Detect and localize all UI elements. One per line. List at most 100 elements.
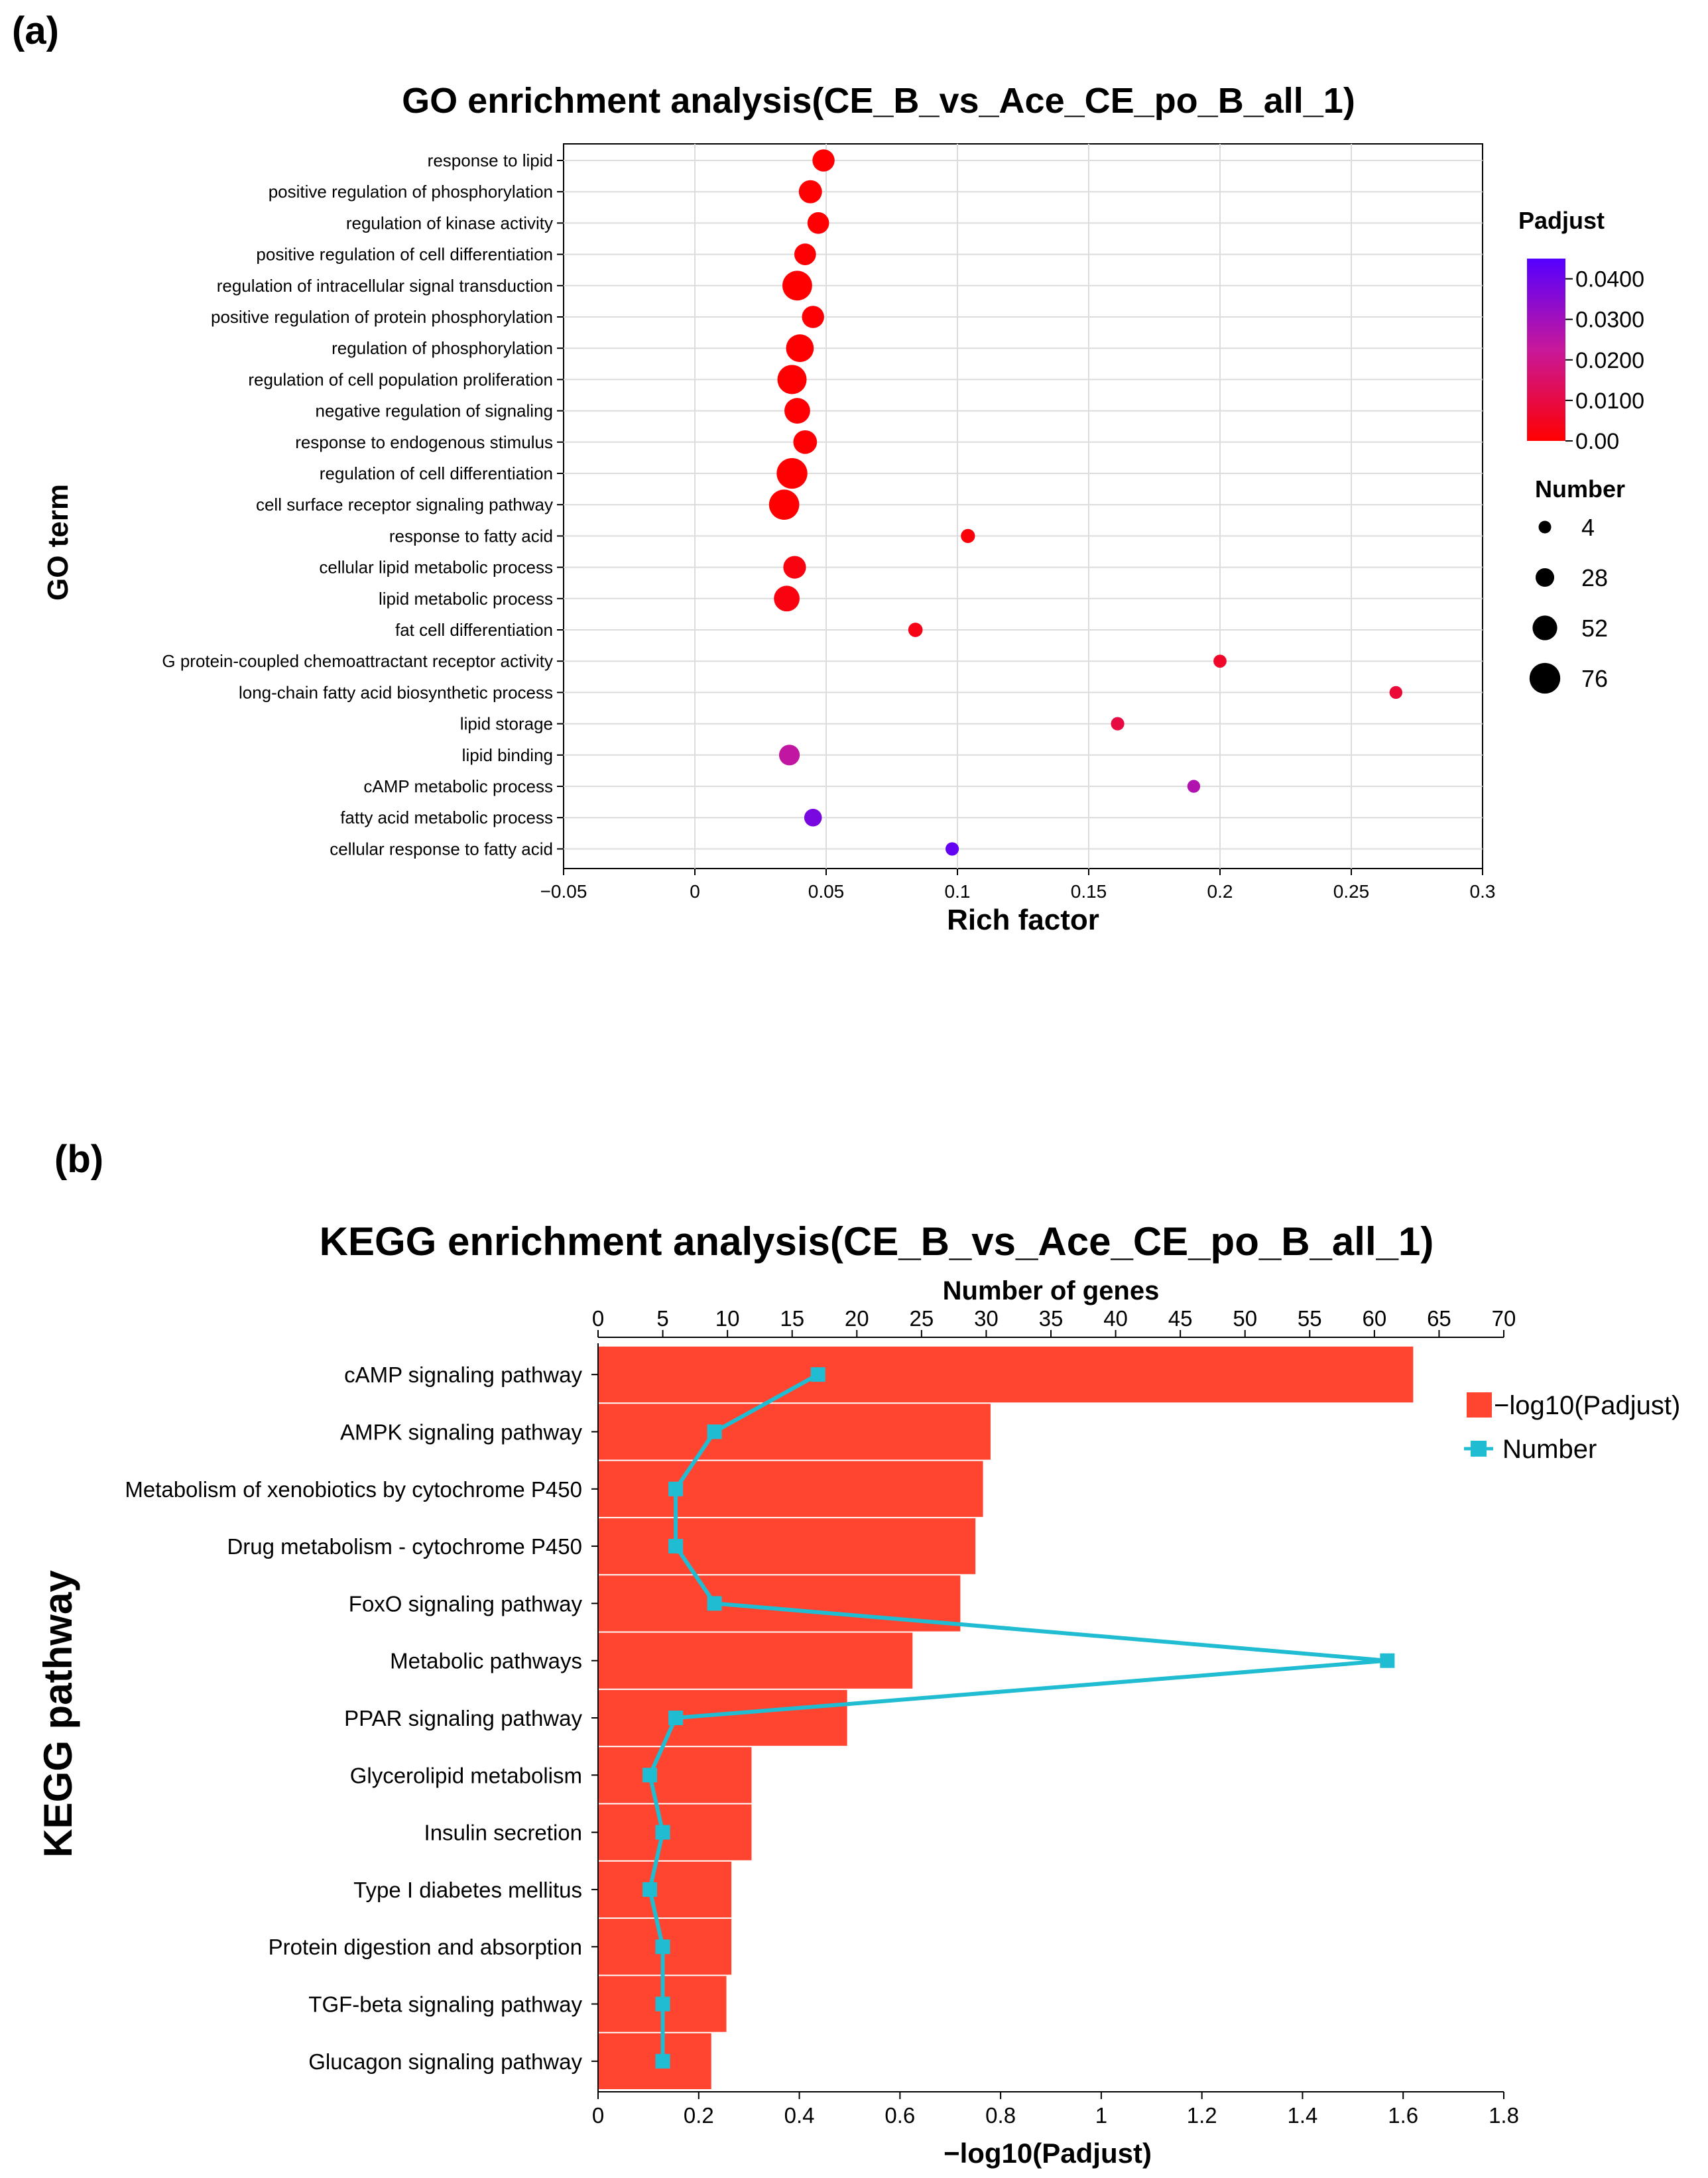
- go-term-label: response to endogenous stimulus: [295, 432, 553, 452]
- go-x-tick-label: 0.05: [808, 881, 845, 902]
- kegg-bar: [598, 1861, 732, 1918]
- go-plot-frame: [563, 143, 1483, 869]
- kegg-legend-line-marker: [1471, 1441, 1487, 1457]
- go-y-axis-label: GO term: [42, 484, 74, 601]
- kegg-number-marker: [642, 1768, 658, 1783]
- kegg-x-tick-label: 0.2: [684, 2103, 714, 2128]
- go-point: [807, 212, 829, 234]
- padjust-tick-label: 0.0300: [1575, 308, 1644, 333]
- kegg-top-tick-label: 15: [780, 1306, 804, 1331]
- panel-label-b: (b): [54, 1138, 103, 1181]
- go-term-label: cellular lipid metabolic process: [319, 558, 553, 577]
- padjust-tick-label: 0.0400: [1575, 267, 1644, 292]
- go-term-labels: response to lipid positive regulation of …: [162, 151, 564, 859]
- padjust-tick-label: 0.0100: [1575, 389, 1644, 414]
- kegg-number-marker: [655, 1939, 670, 1955]
- padjust-legend: Padjust 0.00 0.0100 0.0200 0.0300 0.0400: [1518, 207, 1644, 454]
- kegg-bar: [598, 1632, 913, 1689]
- kegg-top-tick-label: 20: [845, 1306, 869, 1331]
- kegg-legend-line-label: Number: [1502, 1435, 1597, 1464]
- kegg-x-axis-label: −log10(Padjust): [944, 2138, 1152, 2169]
- go-term-label: positive regulation of cell differentiat…: [256, 245, 553, 265]
- go-term-label: cellular response to fatty acid: [330, 839, 553, 859]
- kegg-pathway-label: Metabolism of xenobiotics by cytochrome …: [125, 1477, 582, 1502]
- go-point: [798, 180, 822, 204]
- kegg-top-tick-label: 60: [1362, 1306, 1386, 1331]
- go-term-label: regulation of kinase activity: [346, 213, 553, 233]
- kegg-legend-bar-label: −log10(Padjust): [1494, 1391, 1680, 1420]
- kegg-pathway-label: Type I diabetes mellitus: [353, 1878, 582, 1902]
- kegg-chart-title: KEGG enrichment analysis(CE_B_vs_Ace_CE_…: [320, 1219, 1434, 1264]
- padjust-tick-label: 0.0200: [1575, 348, 1644, 373]
- go-point: [794, 243, 816, 265]
- kegg-pathway-label: FoxO signaling pathway: [349, 1591, 583, 1616]
- kegg-top-tick-label: 65: [1427, 1306, 1451, 1331]
- kegg-top-tick-label: 70: [1492, 1306, 1516, 1331]
- kegg-top-tick-label: 30: [974, 1306, 999, 1331]
- kegg-pathway-label: Metabolic pathways: [390, 1649, 582, 1673]
- kegg-number-marker: [655, 2053, 670, 2069]
- kegg-top-axis: 0 5 10 15 20 25 30 35 40 45 50 55 60 65 70: [592, 1306, 1516, 1337]
- go-term-label: lipid storage: [460, 714, 553, 734]
- go-points: [768, 149, 1403, 856]
- number-legend-label: 4: [1581, 514, 1595, 541]
- kegg-pathway-label: TGF-beta signaling pathway: [308, 1992, 582, 2017]
- kegg-x-tick-label: 0: [592, 2103, 604, 2128]
- kegg-bar: [598, 1689, 847, 1746]
- number-legend-items: 4 28 52 76: [1529, 514, 1608, 694]
- kegg-top-tick-label: 45: [1168, 1306, 1193, 1331]
- kegg-number-line: [642, 1367, 1395, 2069]
- kegg-x-tick-label: 1.6: [1388, 2103, 1418, 2128]
- go-point: [804, 808, 822, 827]
- go-term-label: lipid metabolic process: [379, 589, 553, 609]
- go-term-label: response to fatty acid: [389, 526, 553, 546]
- go-point: [1111, 717, 1125, 731]
- kegg-bar: [598, 1404, 991, 1460]
- kegg-pathway-labels: cAMP signaling pathway AMPK signaling pat…: [125, 1362, 598, 2074]
- go-point: [1389, 686, 1403, 699]
- kegg-x-tick-label: 1.8: [1489, 2103, 1519, 2128]
- go-x-tick-label: −0.05: [540, 881, 587, 902]
- kegg-bar: [598, 2033, 711, 2089]
- number-legend-circle: [1535, 568, 1555, 587]
- go-term-label: response to lipid: [428, 151, 553, 170]
- kegg-number-marker: [707, 1424, 722, 1439]
- go-term-label: lipid binding: [462, 745, 553, 765]
- kegg-top-tick-label: 55: [1298, 1306, 1322, 1331]
- go-point: [782, 271, 812, 301]
- kegg-number-marker: [668, 1481, 684, 1496]
- go-x-tick-label: 0.3: [1470, 881, 1496, 902]
- number-legend-circle: [1538, 520, 1552, 534]
- kegg-pathway-label: Glucagon signaling pathway: [308, 2049, 582, 2074]
- kegg-bar: [598, 1804, 752, 1860]
- padjust-legend-title: Padjust: [1518, 207, 1605, 234]
- go-point: [768, 489, 800, 520]
- number-legend-circle: [1529, 662, 1561, 694]
- go-plot-area: response to lipid positive regulation of …: [162, 143, 1496, 902]
- number-legend-circle: [1532, 615, 1557, 640]
- go-term-label: positive regulation of protein phosphory…: [211, 307, 553, 327]
- go-term-label: regulation of cell differentiation: [320, 463, 553, 483]
- kegg-bars: [598, 1347, 1414, 2089]
- go-x-axis: −0.05 0 0.05 0.1 0.15 0.2 0.25 0.3: [540, 869, 1496, 902]
- kegg-number-marker: [668, 1539, 684, 1554]
- kegg-top-tick-label: 35: [1039, 1306, 1064, 1331]
- go-chart-title: GO enrichment analysis(CE_B_vs_Ace_CE_po…: [402, 81, 1355, 121]
- go-point: [908, 623, 923, 637]
- go-term-label: cAMP metabolic process: [363, 776, 553, 796]
- go-x-tick-label: 0.15: [1071, 881, 1107, 902]
- go-term-label: cell surface receptor signaling pathway: [256, 495, 553, 514]
- padjust-colorbar: [1527, 259, 1565, 441]
- go-point: [783, 556, 806, 579]
- number-legend-label: 76: [1581, 665, 1608, 692]
- kegg-bottom-axis: 0 0.2 0.4 0.6 0.8 1 1.2 1.4 1.6 1.8: [592, 2092, 1519, 2128]
- number-legend: Number 4 28 52 76: [1529, 475, 1625, 694]
- padjust-tick-label: 0.00: [1575, 429, 1619, 454]
- kegg-x-tick-label: 1.4: [1288, 2103, 1318, 2128]
- kegg-bar: [598, 1575, 961, 1632]
- kegg-top-tick-label: 0: [592, 1306, 604, 1331]
- kegg-pathway-label: PPAR signaling pathway: [344, 1706, 582, 1730]
- kegg-x-tick-label: 0.4: [784, 2103, 815, 2128]
- padjust-colorbar-ticks: 0.00 0.0100 0.0200 0.0300 0.0400: [1565, 267, 1644, 454]
